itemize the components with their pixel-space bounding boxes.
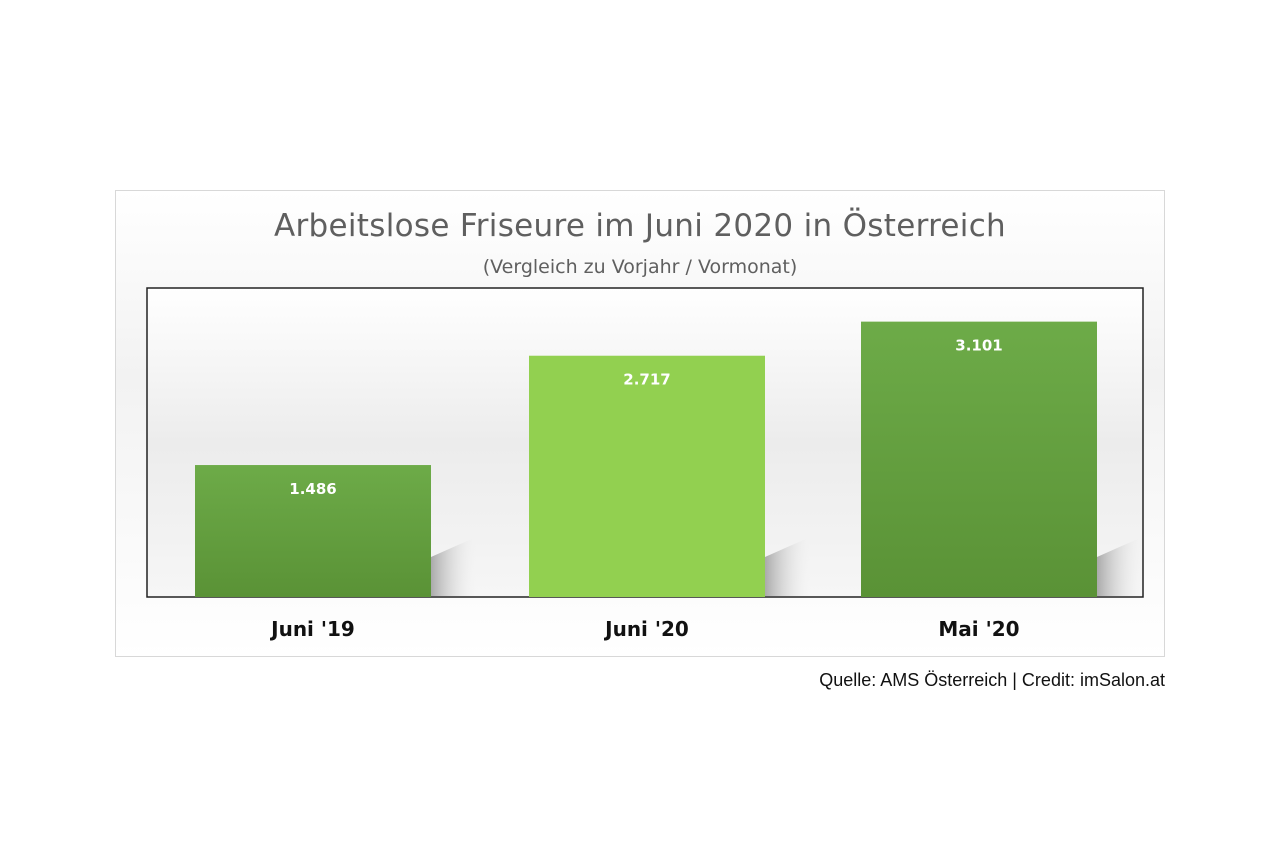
category-label: Juni '19 <box>269 617 355 641</box>
bar-shadow <box>1097 537 1142 596</box>
bar-shadow <box>765 537 810 596</box>
data-label: 3.101 <box>955 337 1002 355</box>
category-label: Juni '20 <box>603 617 689 641</box>
bar-shadow <box>431 537 476 596</box>
bar <box>195 465 431 597</box>
bar <box>861 321 1097 597</box>
category-label: Mai '20 <box>938 617 1019 641</box>
bar <box>529 355 765 597</box>
chart-title: Arbeitslose Friseure im Juni 2020 in Öst… <box>273 208 1007 244</box>
source-credit: Quelle: AMS Österreich | Credit: imSalon… <box>819 670 1165 690</box>
data-label: 2.717 <box>623 371 670 389</box>
chart-subtitle: (Vergleich zu Vorjahr / Vormonat) <box>482 256 798 278</box>
data-label: 1.486 <box>289 480 336 498</box>
